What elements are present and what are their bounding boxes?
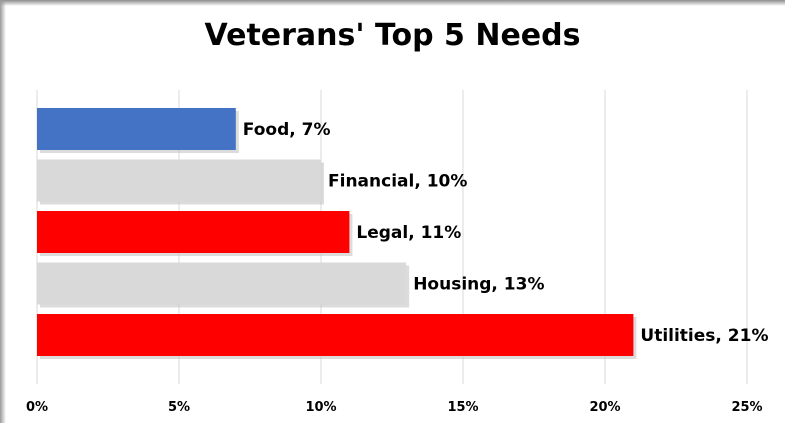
bar-financial [37, 159, 321, 202]
data-label: Food, 7% [243, 120, 331, 140]
data-label: Utilities, 21% [640, 326, 768, 346]
x-tick-label: 0% [26, 400, 48, 415]
bar-utilities [37, 314, 634, 356]
x-tick-label: 20% [589, 400, 620, 415]
bar-food [37, 108, 236, 150]
data-label: Housing, 13% [413, 275, 544, 295]
bar-legal [37, 211, 350, 253]
data-label: Legal, 11% [356, 223, 461, 243]
frame-shadow-top [0, 0, 785, 6]
x-tick-label: 15% [447, 400, 478, 415]
frame-shadow-left [0, 0, 6, 423]
x-tick-label: 25% [731, 400, 762, 415]
data-label: Financial, 10% [328, 172, 467, 192]
chart-title: Veterans' Top 5 Needs [204, 18, 581, 53]
bar-housing [37, 262, 407, 305]
x-tick-label: 10% [305, 400, 336, 415]
x-tick-label: 5% [168, 400, 190, 415]
